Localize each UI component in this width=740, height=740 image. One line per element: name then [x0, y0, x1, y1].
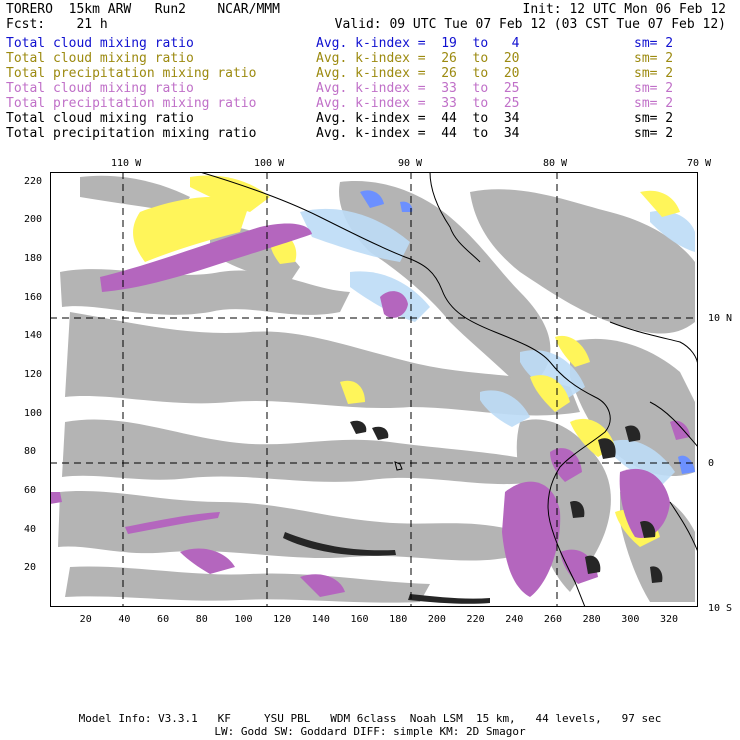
x-tick-label: 140 — [311, 614, 330, 625]
model-title: TORERO 15km ARW Run2 NCAR/MMM — [6, 2, 280, 17]
legend-row: Total cloud mixing ratio Avg. k-index = … — [6, 51, 736, 66]
lon-label: 110 W — [111, 158, 142, 169]
legend-kindex: Avg. k-index = 33 to 25 — [316, 81, 520, 96]
lat-lon-grid — [50, 172, 698, 607]
legend-field: Total cloud mixing ratio — [6, 81, 194, 96]
legend-row: Total precipitation mixing ratio Avg. k-… — [6, 66, 736, 81]
y-tick-label: 180 — [24, 253, 43, 264]
y-tick-label: 20 — [24, 562, 37, 574]
legend-field: Total cloud mixing ratio — [6, 111, 194, 126]
y-tick-label: 160 — [24, 291, 43, 303]
valid-time: Valid: 09 UTC Tue 07 Feb 12 (03 CST Tue … — [334, 17, 726, 32]
lon-label: 90 W — [398, 158, 423, 169]
legend-field: Total precipitation mixing ratio — [6, 66, 257, 81]
legend-field: Total cloud mixing ratio — [6, 36, 194, 51]
legend-field: Total precipitation mixing ratio — [6, 96, 257, 111]
y-tick-label: 80 — [24, 446, 37, 458]
legend-kindex: Avg. k-index = 44 to 34 — [316, 111, 520, 126]
legend-row: Total cloud mixing ratio Avg. k-index = … — [6, 81, 736, 96]
lon-label: 80 W — [543, 158, 568, 169]
x-tick-label: 260 — [543, 614, 562, 625]
cloud-blue-layer — [360, 190, 695, 474]
legend-sm: sm= 2 — [634, 96, 674, 111]
x-tick-label: 120 — [273, 614, 292, 625]
x-tick-label: 60 — [157, 614, 170, 625]
x-tick-label: 200 — [427, 614, 446, 625]
x-tick-label: 220 — [466, 614, 485, 625]
x-tick-label: 20 — [79, 614, 92, 625]
legend-sm: sm= 2 — [634, 66, 674, 81]
y-tick-label: 100 — [24, 407, 43, 419]
legend-sm: sm= 2 — [634, 36, 674, 51]
init-time: Init: 12 UTC Mon 06 Feb 12 — [522, 2, 727, 17]
precip-dark-layer — [283, 420, 663, 604]
legend-kindex: Avg. k-index = 33 to 25 — [316, 96, 520, 111]
x-tick-label: 180 — [389, 614, 408, 625]
lon-label: 100 W — [254, 158, 285, 169]
map-frame — [50, 172, 698, 607]
legend-row: Total precipitation mixing ratio Avg. k-… — [6, 126, 736, 141]
model-info: Model Info: V3.3.1 KF YSU PBL WDM 6class… — [78, 712, 662, 725]
lat-label: 10 N — [708, 313, 733, 324]
forecast-map — [50, 172, 698, 607]
physics-info: LW: Godd SW: Goddard DIFF: simple KM: 2D… — [214, 725, 526, 738]
forecast-hour: Fcst: 21 h — [6, 17, 108, 32]
cloud-purple-layer — [50, 223, 690, 597]
y-tick-label: 40 — [24, 523, 37, 535]
legend-field: Total precipitation mixing ratio — [6, 126, 257, 141]
legend-row: Total cloud mixing ratio Avg. k-index = … — [6, 36, 736, 51]
lat-label: 0 — [708, 458, 715, 469]
x-tick-label: 280 — [582, 614, 601, 625]
y-tick-label: 140 — [24, 330, 43, 342]
legend-field: Total cloud mixing ratio — [6, 51, 194, 66]
y-tick-label: 200 — [24, 214, 43, 226]
x-tick-label: 40 — [118, 614, 131, 625]
lon-label: 70 W — [687, 158, 712, 169]
x-tick-label: 100 — [234, 614, 253, 625]
legend-kindex: Avg. k-index = 26 to 20 — [316, 51, 520, 66]
legend-row: Total precipitation mixing ratio Avg. k-… — [6, 96, 736, 111]
legend-kindex: Avg. k-index = 44 to 34 — [316, 126, 520, 141]
x-tick-label: 300 — [621, 614, 640, 625]
legend-kindex: Avg. k-index = 26 to 20 — [316, 66, 520, 81]
y-tick-label: 120 — [24, 369, 43, 380]
x-tick-label: 160 — [350, 614, 369, 625]
y-tick-label: 60 — [24, 485, 37, 496]
lat-label: 10 S — [708, 603, 733, 614]
legend-kindex: Avg. k-index = 19 to 4 — [316, 36, 520, 51]
legend-sm: sm= 2 — [634, 111, 674, 126]
legend-sm: sm= 2 — [634, 51, 674, 66]
x-tick-label: 240 — [505, 614, 524, 625]
legend-sm: sm= 2 — [634, 81, 674, 96]
x-tick-label: 80 — [195, 614, 208, 625]
coastlines — [199, 172, 698, 607]
y-tick-label: 220 — [24, 175, 43, 187]
legend-row: Total cloud mixing ratio Avg. k-index = … — [6, 111, 736, 126]
legend-sm: sm= 2 — [634, 126, 674, 141]
x-tick-label: 320 — [659, 614, 679, 625]
